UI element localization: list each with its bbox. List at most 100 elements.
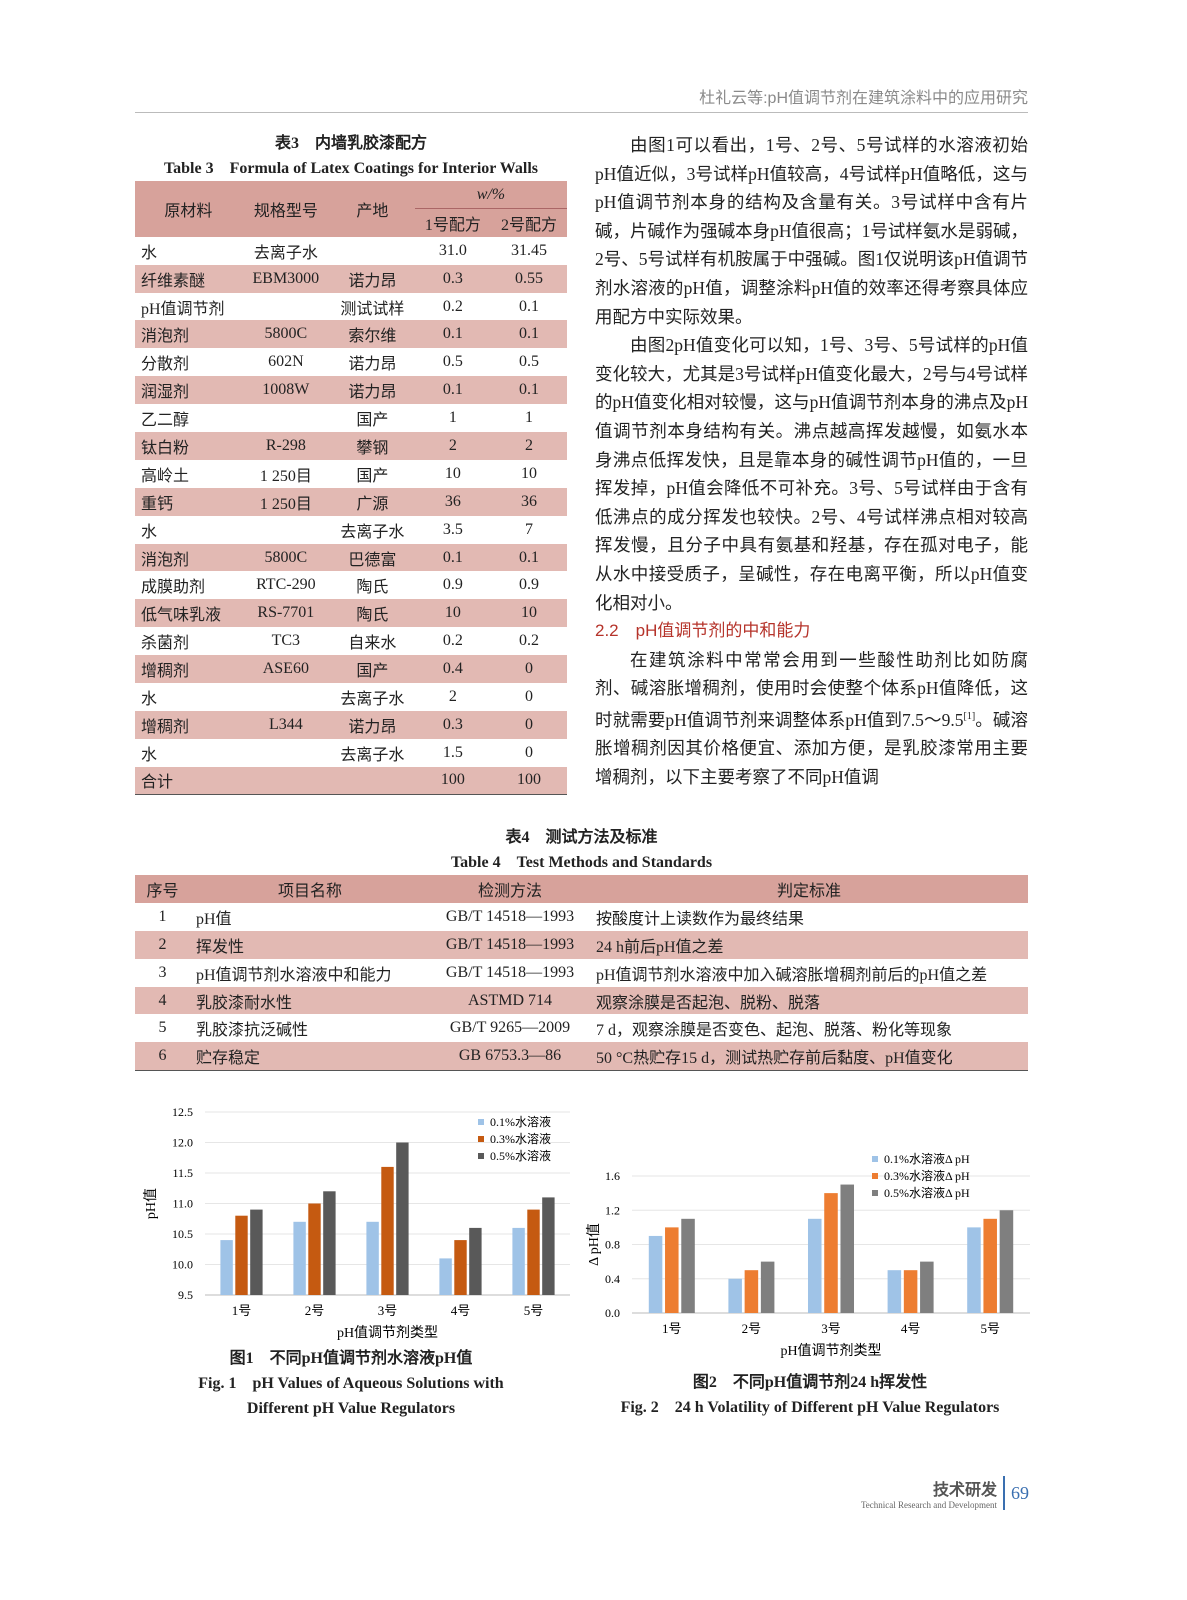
table3-row: 消泡剂 5800C 索尔维 0.1 0.1 [135,320,567,349]
table3-cell: 0.3 [414,264,491,293]
table3-cell: 诺力昂 [329,376,415,405]
table3-cell: 5800C [241,543,330,572]
table4-cell: 贮存稳定 [196,1050,261,1068]
table3-cell [329,766,415,795]
table3-cell: 水 [141,746,158,764]
legend-label: 0.3%水溶液 [490,1131,551,1146]
table4-title-cn: 表4 测试方法及标准 [505,829,658,846]
bar [920,1261,934,1313]
table3-row: 水 去离子水 3.5 7 [135,516,567,544]
table4-cell: 3 [158,963,167,981]
table3-cell: 0.1 [490,320,567,349]
fig1-caption: 图1 不同pH值调节剂水溶液pH值 Fig. 1 pH Values of Aq… [135,1346,567,1421]
table3-cell: 消泡剂 [135,320,242,349]
th-item: 项目名称 [190,875,430,903]
x-axis-label: pH值调节剂类型 [780,1343,881,1359]
table3-cell: 0 [490,655,567,684]
table4-block: 表4 测试方法及标准 Table 4 Test Methods and Stan… [135,825,1028,1071]
table3-cell: 1 [448,409,457,427]
y-tick-label: 0.0 [605,1306,620,1320]
bar [366,1221,379,1295]
table3-cell: 2 [414,432,491,460]
table4-cell: 1 [158,907,167,925]
fig2-caption: 图2 不同pH值调节剂24 h挥发性 Fig. 2 24 h Volatilit… [590,1370,1030,1420]
bar [323,1191,336,1295]
table4-cell: pH值调节剂水溶液中加入碱溶胀增稠剂前后的pH值之差 [596,966,988,984]
table3-row: pH值调节剂 测试试样 0.2 0.1 [135,293,567,321]
table3-cell: 0.1 [414,543,491,572]
th-f1: 1号配方 [414,208,491,237]
table4-row: 4 乳胶漆耐水性 ASTMD 714 观察涂膜是否起泡、脱粉、脱落 [135,986,1028,1015]
x-axis-label: pH值调节剂类型 [337,1325,438,1341]
bar [542,1197,555,1295]
bar [293,1221,306,1295]
table3-row: 乙二醇 国产 1 1 [135,404,567,432]
table3-cell: 低气味乳液 [135,599,242,628]
table3-cell: 去离子水 [340,746,405,764]
table4: 序号 项目名称 检测方法 判定标准 1 pH值 GB/T 14518—1993 按酸度… [135,875,1028,1071]
th-w: w/% [414,181,567,210]
bar [527,1209,540,1295]
table3-cell: 0.9 [518,576,539,594]
table3-cell: 去离子水 [340,523,405,541]
table3-cell: 诺力昂 [329,710,415,739]
table3-cell: 36 [490,487,567,516]
table3-cell: 乙二醇 [141,412,190,430]
table3-cell: 1008W [241,376,330,405]
body-text: 由图1可以看出，1号、2号、5号试样的水溶液初始pH值近似，3号试样pH值较高，… [595,131,1028,791]
table3-cell: RTC-290 [256,576,316,594]
table3-row: 高岭土 1 250目 国产 10 10 [135,460,567,488]
x-tick-label: 1号 [662,1321,682,1336]
table4-cell: pH值 [196,910,232,928]
table3-cell: 5800C [241,320,330,349]
table3-row: 合计 100 100 [135,766,567,795]
table3-cell: 2 [490,432,567,460]
section-heading: 2.2 pH值调节剂的中和能力 [595,621,811,641]
table3-cell [242,683,330,711]
table4-cell: 乳胶漆抗泛碱性 [196,1022,309,1040]
y-tick-label: 10.0 [172,1258,193,1272]
y-tick-label: 10.5 [172,1227,193,1241]
table3-title-en: Table 3 Formula of Latex Coatings for In… [163,160,539,177]
table3-cell [242,293,330,321]
table3-row: 杀菌剂 TC3 自来水 0.2 0.2 [135,627,567,655]
table3-cell: 10 [444,464,461,482]
y-tick-label: 1.2 [605,1203,620,1217]
y-tick-label: 1.6 [605,1169,620,1183]
y-tick-label: 9.5 [178,1288,193,1302]
table3-row: 钛白粉 R-298 攀钢 2 2 [135,432,567,460]
table3-row: 消泡剂 5800C 巴德富 0.1 0.1 [135,543,567,572]
legend-swatch [478,1153,484,1159]
x-tick-label: 4号 [901,1321,921,1336]
th-method: 检测方法 [430,875,590,903]
table3-cell [330,237,415,265]
bar [807,1218,822,1313]
footer-section-cn: 技术研发 [932,1482,997,1499]
bar [512,1227,525,1295]
table3-cell: 润湿剂 [135,376,242,405]
table4-cell: 乳胶漆耐水性 [196,994,293,1012]
table3-cell: 去离子水 [340,690,405,708]
bar [967,1227,981,1313]
bar [439,1258,452,1295]
table3-row: 低气味乳液 RS-7701 陶氏 10 10 [135,599,567,628]
y-axis-label: Δ pH值 [586,1223,602,1266]
legend-label: 0.5%水溶液 [490,1148,551,1163]
y-tick-label: 0.4 [605,1272,620,1286]
bar [999,1210,1014,1313]
bar [760,1261,775,1313]
table3-cell: 0.55 [490,264,567,293]
table3-cell: 1 250目 [241,487,330,516]
bar [250,1209,263,1295]
table3-cell: 诺力昂 [348,356,397,374]
table3-cell: 1 250目 [259,467,312,485]
y-tick-label: 11.5 [172,1166,193,1180]
table3-cell: EBM3000 [241,264,330,293]
table3-cell: 陶氏 [329,599,415,628]
table3-cell: 国产 [356,467,389,485]
table3-cell: 陶氏 [356,579,389,597]
table3-cell: 0.1 [490,543,567,572]
table3-cell: 0.5 [518,353,539,371]
table4-cell: 4 [158,991,167,1009]
table3-cell: 0.2 [442,297,463,315]
